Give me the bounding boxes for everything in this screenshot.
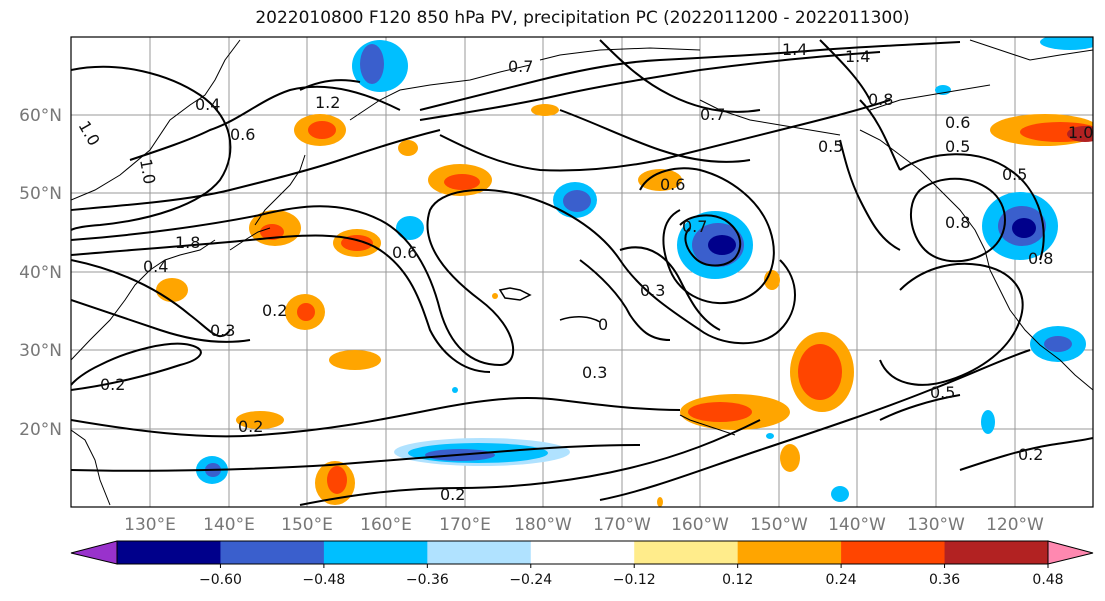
contour-label: 0.5 [1002,165,1027,184]
colorbar-tick-label: −0.36 [406,572,449,588]
colorbar-segment [323,541,428,564]
contour-label: 0.4 [195,95,220,114]
contour-label: 1.4 [845,47,870,66]
colorbar-tick-label: −0.24 [509,572,552,588]
lat-label: 30°N [19,341,62,361]
lon-label: 130°E [124,515,176,535]
colorbar-segment [944,541,1049,564]
colorbar-segment [841,541,946,564]
lon-label: 150°E [281,515,333,535]
colorbar-tick-label: −0.48 [302,572,345,588]
contour-label: 0.5 [818,137,843,156]
lat-label: 60°N [19,106,62,126]
contour-label: 0.6 [230,125,255,144]
contour-label: 1.2 [315,93,340,112]
lon-label: 160°W [671,515,729,535]
colorbar-segment [634,541,739,564]
contour-label: 0 [598,315,608,334]
colorbar-tick-label: 0.48 [1032,572,1063,588]
contour-label: 0.7 [700,105,725,124]
colorbar-segment [427,541,532,564]
colorbar-tick-label: 0.12 [722,572,753,588]
contour-label: 0.3 [210,321,235,340]
lon-label: 140°E [203,515,255,535]
contour-label: 0.2 [100,375,125,394]
lat-label: 40°N [19,263,62,283]
colorbar-segment [530,541,635,564]
contour-label: 0.6 [392,243,417,262]
lon-label: 150°W [750,515,808,535]
contour-label: 0.6 [660,175,685,194]
colorbar-frame [116,540,1049,565]
map-title: 2022010800 F120 850 hPa PV, precipitatio… [255,8,910,28]
colorbar-tick-label: 0.36 [929,572,960,588]
contour-label: 0.2 [1018,445,1043,464]
colorbar: −0.60 −0.48 −0.36 −0.24 −0.12 0.12 0.24 0.36 0.4… [70,540,1094,588]
contour-label: 1.8 [175,233,200,252]
colorbar-segment [220,541,325,564]
lon-label: 120°W [986,515,1044,535]
colorbar-tick-label: −0.12 [613,572,656,588]
contour-labels: 1.0 1.2 1.0 0.4 0.6 1.8 0.4 0.2 0.3 0.2 … [75,40,1093,504]
contour-label: 0.5 [945,137,970,156]
lon-label: 160°E [360,515,412,535]
contour-label: 1.4 [782,40,807,59]
longitude-labels: 130°E 140°E 150°E 160°E 170°E 180°W 170°… [124,515,1044,535]
contour-label: 0.7 [682,217,707,236]
contour-label: 0.2 [440,485,465,504]
colorbar-tick-label: −0.60 [199,572,242,588]
contour-label: 1.0 [136,157,159,185]
contour-label: 0.3 [640,281,665,300]
colorbar-over-arrow [1047,540,1094,565]
colorbar-segment [117,541,221,564]
contour-label: 0.6 [945,113,970,132]
contour-label: 0.7 [508,57,533,76]
contour-label: 0.8 [868,90,893,109]
colorbar-segment [737,541,842,564]
coastlines [71,39,1093,506]
contour-label: 0.4 [143,257,168,276]
lon-label: 180°W [514,515,572,535]
contour-label: 0.5 [930,383,955,402]
colorbar-tick-label: 0.24 [826,572,857,588]
contour-label: 0.8 [1028,249,1053,268]
contour-label: 1.0 [1068,123,1093,142]
map-border [70,36,1094,508]
contour-label: 0.8 [945,213,970,232]
latitude-labels: 60°N 50°N 40°N 30°N 20°N [19,106,62,440]
gridlines [71,37,1093,507]
lon-label: 140°W [828,515,886,535]
lon-label: 170°E [439,515,491,535]
lat-label: 20°N [19,420,62,440]
contour-label: 0.2 [262,301,287,320]
contour-label: 0.3 [582,363,607,382]
contour-label: 0.2 [238,417,263,436]
precip-positive-anomalies [156,104,1093,507]
lon-label: 130°W [907,515,965,535]
colorbar-under-arrow [70,540,118,565]
lon-label: 170°W [593,515,651,535]
lat-label: 50°N [19,184,62,204]
pv-contours [71,39,1093,506]
